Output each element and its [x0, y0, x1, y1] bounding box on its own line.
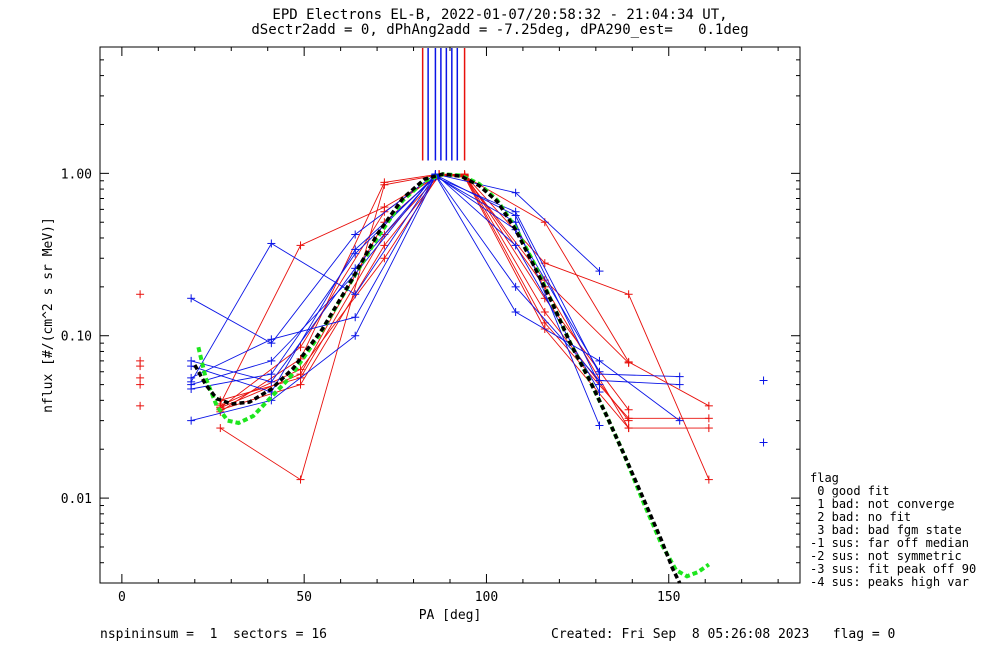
legend-item: 3 bad: bad fgm state [810, 523, 962, 537]
data-point [704, 424, 713, 433]
data-point [380, 178, 389, 187]
plot-series [136, 48, 768, 584]
data-point [351, 290, 360, 299]
legend-item: -3 sus: fit peak off 90 [810, 562, 977, 576]
x-tick-label: 0 [118, 590, 126, 605]
red-series-line [219, 175, 710, 407]
x-tick-label: 50 [296, 590, 312, 605]
data-point [267, 356, 276, 365]
data-point [511, 307, 520, 316]
data-point [187, 384, 196, 393]
red-series-line [220, 173, 710, 480]
data-point [380, 241, 389, 250]
legend-item: -2 sus: not symmetric [810, 549, 962, 563]
red-series-line [220, 173, 629, 429]
x-axis-label: PA [deg] [419, 608, 482, 623]
data-point [511, 241, 520, 250]
data-point [267, 239, 276, 248]
data-point [136, 401, 145, 410]
red-series-line [220, 175, 629, 401]
legend-title: flag [810, 471, 839, 485]
data-point [511, 211, 520, 220]
data-point [351, 230, 360, 239]
data-point [351, 331, 360, 340]
data-point [704, 401, 713, 410]
y-tick-label: 0.01 [61, 492, 92, 507]
data-point [136, 373, 145, 382]
y-tick-label: 1.00 [61, 167, 92, 182]
x-tick-label: 150 [657, 590, 680, 605]
data-point [624, 424, 633, 433]
red-series-line [220, 173, 709, 419]
blue-series-line [190, 176, 680, 393]
legend-item: 2 bad: no fit [810, 510, 912, 524]
footer-created-info: Created: Fri Sep 8 05:26:08 2023 flag = … [551, 627, 896, 642]
red-series-line [220, 174, 629, 421]
plot-axes: 0 50 100 150 PA [deg] 0.01 0.10 1.00 nflux [#/(c… [41, 46, 801, 623]
blue-series-line [190, 174, 680, 386]
data-point [595, 367, 604, 376]
data-point [216, 424, 225, 433]
data-point [759, 438, 768, 447]
data-point [595, 380, 604, 389]
data-point [595, 356, 604, 365]
data-point [675, 416, 684, 425]
legend-item: -4 sus: peaks high var [810, 575, 969, 589]
data-point [136, 362, 145, 371]
data-point [595, 421, 604, 430]
data-point [380, 254, 389, 263]
data-point [296, 380, 305, 389]
data-point [595, 267, 604, 276]
data-point [136, 380, 145, 389]
flag-legend: flag 0 good fit 1 bad: not converge 2 ba… [810, 472, 976, 589]
data-point [296, 370, 305, 379]
blue-series-line [190, 174, 680, 421]
data-point [511, 188, 520, 197]
data-point [624, 290, 633, 299]
data-point [187, 377, 196, 386]
blue-series-line [190, 173, 600, 344]
data-point [267, 377, 276, 386]
data-point [296, 241, 305, 250]
data-point [267, 335, 276, 344]
data-point [624, 358, 633, 367]
chart-title-line2: dSectr2add = 0, dPhAng2add = -7.25deg, d… [251, 22, 749, 38]
data-point [351, 313, 360, 322]
data-point [380, 203, 389, 212]
blue-series-line [190, 173, 600, 393]
data-point [187, 356, 196, 365]
data-point [187, 416, 196, 425]
legend-item: -1 sus: far off median [810, 536, 969, 550]
data-point [675, 372, 684, 381]
data-point [704, 475, 713, 484]
black-fit-curve [193, 172, 682, 584]
chart-title-line1: EPD Electrons EL-B, 2022-01-07/20:58:32 … [272, 7, 728, 23]
data-point [267, 370, 276, 379]
blue-series-line [190, 174, 600, 385]
data-point [624, 405, 633, 414]
legend-item: 1 bad: not converge [810, 497, 955, 511]
data-point [296, 475, 305, 484]
red-series-line [220, 174, 709, 481]
data-point [759, 376, 768, 385]
data-point [187, 294, 196, 303]
data-point [136, 290, 145, 299]
legend-item: 0 good fit [810, 484, 890, 498]
plot-frame [99, 46, 801, 584]
footer-spin-info: nspininsum = 1 sectors = 16 [100, 627, 327, 642]
data-point [351, 249, 360, 258]
y-axis-label: nflux [#/(cm^2 s sr MeV)] [41, 217, 56, 413]
x-tick-label: 100 [475, 590, 498, 605]
data-point [624, 416, 633, 425]
data-point [540, 307, 549, 316]
data-point [675, 380, 684, 389]
y-tick-label: 0.10 [61, 330, 92, 345]
data-point [511, 282, 520, 291]
data-point [704, 414, 713, 423]
